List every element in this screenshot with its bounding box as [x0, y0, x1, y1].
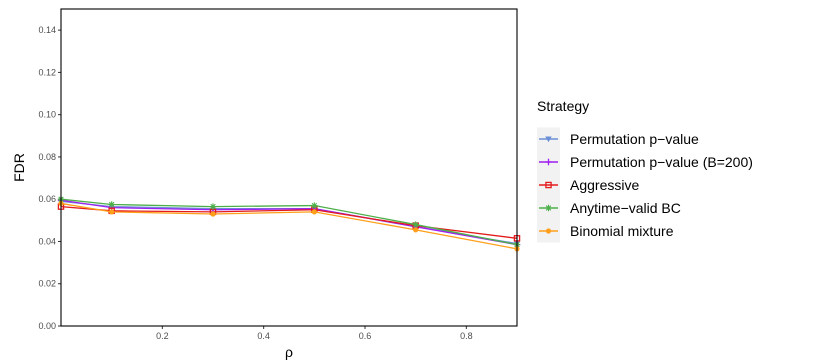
x-tick-label: 0.6 [359, 331, 372, 341]
legend-key-marker [545, 181, 552, 189]
data-point [210, 211, 216, 217]
legend-item: Binomial mixture [537, 219, 674, 243]
series-layer [57, 196, 521, 252]
data-point [109, 209, 115, 215]
y-tick-label: 0.14 [38, 25, 56, 35]
legend-item: Permutation p−value (B=200) [537, 150, 753, 174]
legend-title: Strategy [537, 98, 589, 114]
data-point [311, 202, 318, 209]
y-tick-label: 0.00 [38, 321, 56, 331]
legend: Strategy Permutation p−value Permutation … [537, 98, 753, 243]
y-axis-title: FDR [11, 153, 27, 182]
data-point [413, 227, 419, 233]
x-axis: 0.2 0.4 0.6 0.8 [156, 326, 473, 341]
x-tick-label: 0.8 [460, 331, 473, 341]
y-tick-label: 0.06 [38, 194, 56, 204]
legend-key-marker [545, 136, 552, 143]
y-tick-label: 0.12 [38, 67, 56, 77]
data-point [108, 201, 115, 208]
legend-item: Permutation p−value [537, 127, 699, 151]
legend-key-marker [545, 228, 552, 234]
data-point [311, 209, 317, 215]
x-tick-label: 0.2 [156, 331, 169, 341]
x-axis-title: ρ [285, 344, 293, 360]
plot-background [61, 9, 517, 326]
data-point [412, 221, 419, 228]
y-tick-label: 0.02 [38, 279, 56, 289]
x-tick-label: 0.4 [257, 331, 270, 341]
data-point [209, 203, 217, 210]
legend-key-marker [545, 204, 552, 212]
y-tick-label: 0.04 [38, 236, 56, 246]
legend-label: Aggressive [570, 177, 639, 193]
y-axis: 0.00 0.02 0.04 0.06 0.08 0.10 0.12 0.14 [38, 25, 61, 331]
legend-label: Anytime−valid BC [570, 200, 681, 216]
legend-label: Binomial mixture [570, 223, 674, 239]
y-tick-label: 0.10 [38, 110, 56, 120]
series-line [60, 199, 518, 246]
series-line [60, 198, 518, 246]
series-line [60, 202, 518, 250]
y-tick-label: 0.08 [38, 152, 56, 162]
legend-item: Anytime−valid BC [537, 196, 681, 220]
plot-panel-border [60, 8, 518, 327]
legend-label: Permutation p−value [570, 131, 699, 147]
legend-key-marker [545, 158, 552, 166]
legend-label: Permutation p−value (B=200) [570, 154, 753, 170]
legend-item: Aggressive [537, 173, 639, 197]
